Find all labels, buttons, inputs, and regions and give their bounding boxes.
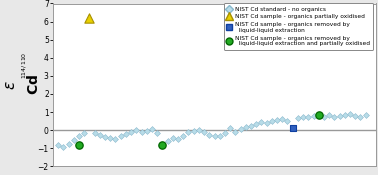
- Point: [332, 116, 338, 119]
- Point: [123, 132, 129, 135]
- Point: [76, 135, 82, 138]
- Point: [107, 137, 113, 140]
- Point: [191, 130, 197, 132]
- Point: [81, 131, 87, 134]
- Point: [164, 139, 170, 142]
- Point: [311, 114, 317, 117]
- Point: [358, 115, 364, 118]
- Point: [60, 146, 67, 149]
- Point: [186, 131, 192, 133]
- Point: [138, 131, 144, 133]
- Point: [243, 126, 249, 129]
- Point: [232, 131, 239, 133]
- Point: [336, 114, 342, 117]
- Point: [347, 112, 353, 115]
- Point: [180, 134, 186, 137]
- Point: [248, 125, 254, 128]
- Point: [133, 129, 139, 131]
- Point: [217, 134, 223, 137]
- Point: [55, 144, 61, 147]
- Text: $\mathbf{Cd}$: $\mathbf{Cd}$: [26, 74, 41, 95]
- Point: [196, 129, 202, 131]
- Point: [206, 133, 212, 136]
- Point: [352, 114, 358, 117]
- Point: [363, 113, 369, 116]
- Point: [237, 128, 243, 131]
- Point: [342, 113, 348, 116]
- Point: [160, 144, 166, 147]
- Point: [285, 120, 291, 122]
- Point: [253, 122, 259, 125]
- Point: [128, 131, 134, 133]
- Point: [144, 130, 150, 132]
- Point: [102, 136, 108, 139]
- Point: [326, 113, 332, 116]
- Point: [118, 134, 124, 137]
- Point: [300, 116, 306, 119]
- Point: [76, 144, 82, 147]
- Point: [112, 138, 118, 141]
- Point: [154, 131, 160, 134]
- Point: [295, 117, 301, 120]
- Point: [290, 127, 296, 129]
- Point: [87, 17, 93, 19]
- Text: $114/110$: $114/110$: [20, 52, 28, 79]
- Point: [170, 137, 176, 140]
- Point: [97, 133, 103, 136]
- Point: [175, 138, 181, 141]
- Point: [269, 120, 275, 122]
- Text: $\varepsilon$: $\varepsilon$: [3, 80, 19, 90]
- Point: [71, 139, 77, 141]
- Point: [305, 115, 311, 118]
- Point: [149, 128, 155, 131]
- Point: [201, 131, 207, 133]
- Point: [65, 142, 71, 145]
- Point: [274, 119, 280, 121]
- Point: [316, 113, 322, 116]
- Point: [222, 131, 228, 134]
- Point: [321, 115, 327, 118]
- Point: [211, 135, 217, 138]
- Legend: NIST Cd standard - no organics, NIST Cd sample - organics partially oxidised, NI: NIST Cd standard - no organics, NIST Cd …: [224, 3, 373, 50]
- Point: [227, 127, 233, 130]
- Point: [279, 118, 285, 121]
- Point: [91, 131, 98, 134]
- Point: [259, 121, 265, 123]
- Point: [263, 121, 270, 124]
